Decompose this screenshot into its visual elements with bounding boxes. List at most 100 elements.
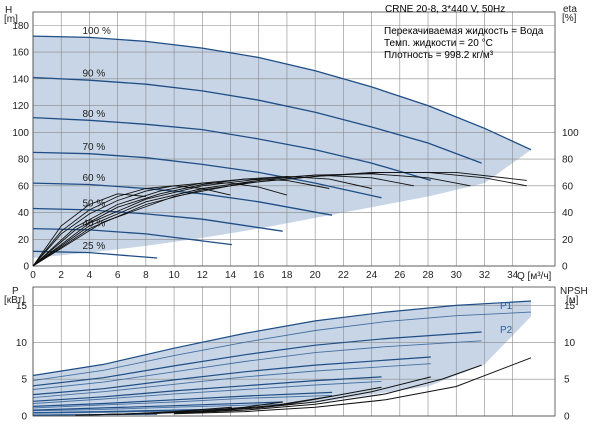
info-temperature: Темп. жидкости = 20 °C — [384, 38, 493, 49]
x-tick-label: 10 — [169, 270, 181, 281]
series-label-p1: P1 — [500, 301, 513, 312]
p1-power-curve — [32, 408, 232, 414]
p2-power-curve — [32, 394, 333, 409]
y-tick-label: 10 — [16, 338, 28, 349]
head-curve — [32, 207, 283, 232]
info-box: CRNE 20-8, 3*440 V, 50Hz Перекачиваемая … — [384, 4, 544, 61]
p1-power-curve — [32, 356, 431, 396]
head-curve — [32, 116, 431, 182]
power-range-band — [33, 301, 531, 416]
efficiency-curve — [32, 173, 471, 267]
efficiency-curve — [32, 185, 231, 267]
x-tick-label: 18 — [281, 270, 293, 281]
y2-tick-label: 0 — [564, 412, 570, 423]
p1-power-curve — [32, 391, 333, 407]
p2-power-curve — [32, 380, 382, 404]
p1-power-curve — [32, 376, 382, 402]
y-tick-label: 60 — [18, 181, 30, 192]
p1-power-curve — [32, 300, 532, 377]
y2-axis-label-eta: eta — [563, 4, 577, 15]
x-tick-label: 28 — [422, 270, 434, 281]
head-curve — [32, 227, 232, 246]
efficiency-curve — [32, 174, 414, 267]
npsh-curve — [145, 376, 431, 415]
y-axis-unit-head: [m] — [4, 14, 18, 25]
x-tick-label: 26 — [394, 270, 406, 281]
head-efficiency-plot: 0 2 4 6 8 10 12 14 16 18 20 22 24 26 28 30 32 34020406080… — [12, 11, 579, 281]
p2-power-curve — [32, 363, 431, 399]
y-tick-label: 180 — [12, 21, 29, 32]
npsh-curve — [174, 357, 532, 415]
y-tick-label: 140 — [12, 74, 29, 85]
y2-tick-label: 5 — [564, 375, 570, 386]
y-tick-label: 20 — [18, 235, 30, 246]
head-curve — [32, 76, 482, 164]
speed-curve-label: 90 % — [82, 69, 105, 80]
y-axis-label-head: H — [5, 5, 12, 16]
speed-curve-label: 80 % — [82, 109, 105, 120]
y2-tick-label: 0 — [562, 262, 568, 273]
x-tick-label: 6 — [115, 270, 121, 281]
y-tick-label: 100 — [12, 128, 29, 139]
speed-curve-label: 60 % — [82, 173, 105, 184]
plot-frame — [32, 286, 556, 417]
head-curve — [32, 151, 382, 199]
p1-power-curve — [32, 401, 283, 411]
y-tick-label: 160 — [12, 48, 29, 59]
y2-axis-unit-eta: [%] — [562, 13, 577, 24]
x-axis-label-flow: Q [м³/ч] — [517, 271, 552, 282]
y2-axis-unit-npsh: [м] — [566, 295, 579, 306]
y2-tick-label: 100 — [562, 128, 579, 139]
y-tick-label: 40 — [18, 208, 30, 219]
speed-curve-label: 70 % — [82, 142, 105, 153]
y2-axis-label-npsh: NPSH — [560, 286, 588, 297]
speed-curve-label: 25 % — [82, 241, 105, 252]
y2-tick-label: 15 — [564, 301, 576, 312]
series-label-p2: P2 — [500, 325, 513, 336]
y-tick-label: 15 — [16, 301, 28, 312]
x-tick-label: 30 — [451, 270, 463, 281]
x-tick-label: 8 — [143, 270, 149, 281]
x-tick-label: 22 — [338, 270, 350, 281]
head-curve — [32, 35, 532, 151]
info-density: Плотность = 998.2 кг/м³ — [384, 50, 494, 61]
x-tick-label: 4 — [87, 270, 93, 281]
y-tick-label: 0 — [23, 262, 29, 273]
y-tick-label: 80 — [18, 155, 30, 166]
y2-tick-label: 10 — [564, 338, 576, 349]
x-tick-label: 0 — [30, 270, 36, 281]
x-tick-label: 34 — [507, 270, 519, 281]
x-tick-label: 32 — [479, 270, 491, 281]
x-tick-label: 12 — [197, 270, 209, 281]
power-npsh-plot: 0 5 10 15 0 5 10 15 — [16, 286, 576, 423]
plot-frame — [32, 11, 556, 267]
speed-curve-label: 100 % — [82, 26, 110, 37]
y2-tick-label: 60 — [562, 181, 574, 192]
info-liquid: Перекачиваемая жидкость = Вода — [384, 26, 544, 37]
speed-curve-label: 50 % — [82, 198, 105, 209]
p2-power-curve — [32, 340, 482, 390]
y-tick-label: 120 — [12, 101, 29, 112]
efficiency-curve — [32, 175, 372, 267]
p2-power-curve — [32, 311, 532, 382]
y2-tick-label: 20 — [562, 235, 574, 246]
y2-tick-label: 80 — [562, 155, 574, 166]
efficiency-curve — [32, 171, 527, 267]
y-axis-unit-power: [кВт] — [4, 295, 25, 306]
y-tick-label: 5 — [21, 375, 27, 386]
x-tick-label: 2 — [58, 270, 64, 281]
y-tick-label: 0 — [21, 412, 27, 423]
x-tick-label: 24 — [366, 270, 378, 281]
pump-title: CRNE 20-8, 3*440 V, 50Hz — [385, 4, 505, 15]
x-tick-label: 20 — [310, 270, 322, 281]
x-tick-label: 16 — [253, 270, 265, 281]
npsh-curve — [174, 364, 482, 414]
efficiency-curve — [32, 193, 146, 267]
x-tick-label: 14 — [225, 270, 237, 281]
y2-tick-label: 40 — [562, 208, 574, 219]
efficiency-curve — [32, 182, 288, 267]
p2-power-curve — [32, 403, 283, 412]
p1-power-curve — [32, 331, 482, 387]
npsh-curve — [75, 406, 232, 416]
